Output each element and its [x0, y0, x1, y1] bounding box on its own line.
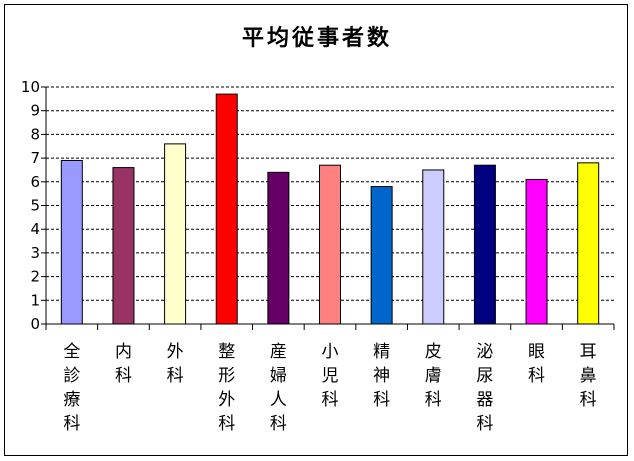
bar-耳鼻科 — [577, 162, 600, 325]
bar-整形外科 — [215, 93, 238, 325]
chart-frame — [4, 4, 628, 456]
bar-内科 — [112, 167, 135, 325]
bar-泌尿器科 — [473, 164, 496, 325]
x-tick-label-整形外科: 整形外科 — [218, 342, 235, 434]
y-tick-label-4: 4 — [30, 220, 40, 238]
y-tick-label-0: 0 — [30, 315, 40, 333]
y-tick-label-10: 10 — [21, 78, 40, 96]
x-tick-label-眼科: 眼科 — [528, 342, 545, 386]
y-tick-label-1: 1 — [30, 291, 40, 309]
bars — [60, 93, 600, 325]
y-tick-label-3: 3 — [30, 244, 40, 262]
y-tick-label-9: 9 — [30, 102, 40, 120]
bar-全診療科 — [60, 159, 83, 325]
y-tick-labels: 0 1 2 3 4 5 6 7 8 9 10 — [21, 78, 40, 333]
axes — [41, 86, 615, 330]
bar-小児科 — [319, 164, 341, 325]
x-tick-label-皮膚科: 皮膚科 — [425, 342, 442, 410]
y-tick-label-5: 5 — [30, 197, 40, 215]
x-tick-label-泌尿器科: 泌尿器科 — [476, 342, 493, 434]
x-tick-label-内科: 内科 — [115, 342, 132, 386]
y-tick-label-2: 2 — [30, 268, 40, 286]
x-tick-label-耳鼻科: 耳鼻科 — [580, 342, 597, 410]
y-tick-label-6: 6 — [30, 173, 40, 191]
x-tick-label-外科: 外科 — [167, 342, 184, 386]
chart-title: 平均従事者数 — [242, 25, 392, 51]
bar-精神科 — [370, 186, 393, 325]
bar-皮膚科 — [422, 169, 445, 325]
y-tick-label-8: 8 — [30, 125, 40, 143]
x-tick-label-全診療科: 全診療科 — [63, 342, 80, 434]
bar-眼科 — [525, 178, 548, 325]
x-tick-label-小児科: 小児科 — [322, 342, 339, 410]
y-tick-label-7: 7 — [30, 149, 40, 167]
x-tick-label-精神科: 精神科 — [373, 342, 390, 410]
bar-産婦人科 — [267, 171, 290, 325]
x-tick-label-産婦人科: 産婦人科 — [270, 342, 287, 434]
bar-外科 — [164, 143, 187, 325]
